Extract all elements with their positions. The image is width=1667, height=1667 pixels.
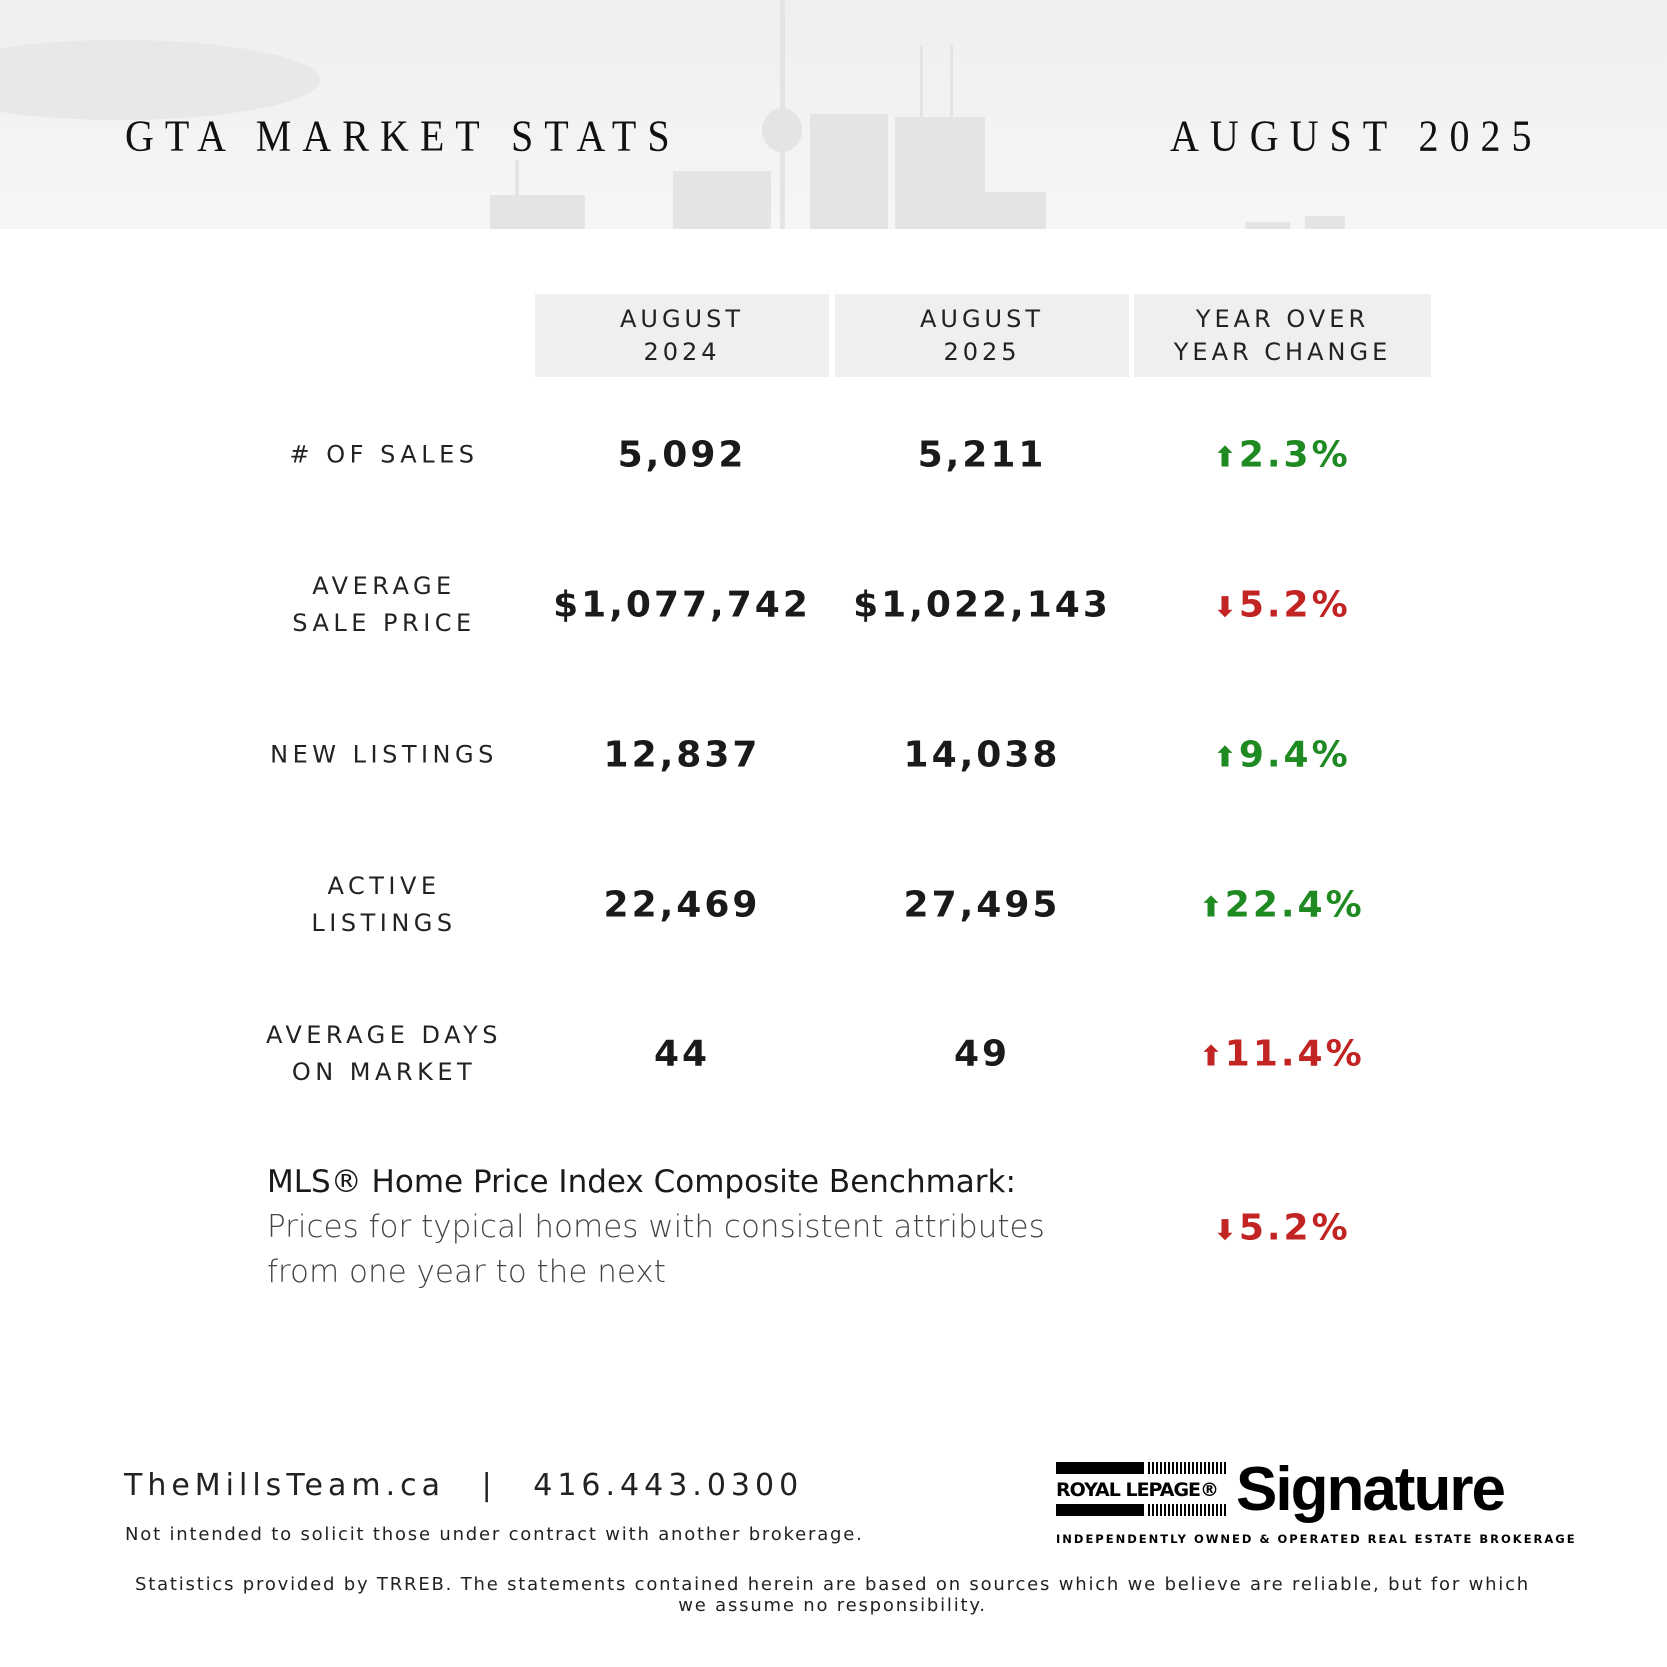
- row-label-line: LISTINGS: [311, 909, 457, 937]
- solicitation-note: Not intended to solicit those under cont…: [125, 1524, 864, 1545]
- column-header-line: AUGUST: [919, 304, 1045, 333]
- value-august-2024: $1,077,742: [553, 584, 811, 626]
- logo-signature-text: Signature: [1236, 1455, 1506, 1524]
- row-label: AVERAGE DAYS ON MARKET: [234, 1017, 534, 1091]
- header-banner: GTA MARKET STATS AUGUST 2025: [0, 0, 1667, 229]
- royal-lepage-signature-logo: ROYAL LEPAGE® Signature INDEPENDENTLY OW…: [1056, 1455, 1575, 1546]
- arrow-up-icon: ⬆: [1213, 440, 1237, 474]
- royal-lepage-mark: ROYAL LEPAGE®: [1056, 1462, 1226, 1516]
- phone-number[interactable]: 416.443.0300: [533, 1468, 804, 1503]
- yoy-change-value: 5.2%: [1238, 584, 1351, 626]
- benchmark-title: MLS® Home Price Index Composite Benchmar…: [267, 1164, 1016, 1200]
- logo-bar: [1056, 1462, 1144, 1474]
- arrow-down-icon: ⬇: [1213, 590, 1237, 624]
- benchmark-line: from one year to the next: [267, 1254, 666, 1290]
- benchmark-description: MLS® Home Price Index Composite Benchmar…: [267, 1160, 1117, 1295]
- value-august-2025: $1,022,143: [853, 584, 1111, 626]
- yoy-change: ⬆11.4%: [1132, 1034, 1432, 1075]
- page-title: GTA MARKET STATS: [125, 110, 681, 161]
- row-label-line: AVERAGE: [312, 572, 456, 600]
- logo-stripes: [1148, 1462, 1226, 1474]
- yoy-change-value: 2.3%: [1238, 434, 1351, 476]
- arrow-up-icon: ⬆: [1213, 740, 1237, 774]
- separator: |: [481, 1468, 497, 1503]
- row-label-line: AVERAGE DAYS: [265, 1021, 503, 1049]
- yoy-change: ⬇5.2%: [1132, 585, 1432, 626]
- column-header-line: 2025: [943, 337, 1021, 366]
- arrow-up-icon: ⬆: [1199, 890, 1223, 924]
- value-august-2024: 44: [653, 1033, 711, 1075]
- benchmark-line: Prices for typical homes with consistent…: [267, 1209, 1045, 1245]
- contact-line: TheMillsTeam.ca | 416.443.0300: [124, 1468, 803, 1503]
- column-header-august-2025: AUGUST 2025: [835, 294, 1129, 377]
- value-august-2025: 27,495: [903, 884, 1061, 926]
- row-label-line: ACTIVE: [327, 872, 441, 900]
- logo-brand-text: ROYAL LEPAGE®: [1056, 1479, 1219, 1501]
- benchmark-change-value: 5.2%: [1238, 1207, 1351, 1249]
- report-period: AUGUST 2025: [1170, 110, 1543, 161]
- yoy-change-value: 22.4%: [1224, 884, 1365, 926]
- row-label: # OF SALES: [234, 437, 534, 474]
- row-label: AVERAGE SALE PRICE: [234, 568, 534, 642]
- benchmark-change: ⬇5.2%: [1132, 1208, 1432, 1249]
- column-header-line: YEAR OVER: [1195, 304, 1370, 333]
- yoy-change-value: 9.4%: [1238, 734, 1351, 776]
- value-august-2024: 12,837: [603, 734, 761, 776]
- value-august-2024: 22,469: [603, 884, 761, 926]
- row-label: ACTIVE LISTINGS: [234, 868, 534, 942]
- yoy-change-value: 11.4%: [1224, 1033, 1365, 1075]
- row-label-line: ON MARKET: [291, 1058, 477, 1086]
- value-august-2025: 49: [953, 1033, 1011, 1075]
- row-label-line: NEW LISTINGS: [270, 740, 498, 769]
- arrow-up-icon: ⬆: [1199, 1039, 1223, 1073]
- row-label: NEW LISTINGS: [234, 737, 534, 774]
- arrow-down-icon: ⬇: [1213, 1213, 1237, 1247]
- yoy-change: ⬆22.4%: [1132, 885, 1432, 926]
- row-label-line: # OF SALES: [289, 440, 479, 469]
- column-header-august-2024: AUGUST 2024: [535, 294, 829, 377]
- skyline-image: [0, 0, 1345, 229]
- website-link[interactable]: TheMillsTeam.ca: [124, 1468, 446, 1503]
- disclaimer: Statistics provided by TRREB. The statem…: [134, 1574, 1531, 1616]
- yoy-change: ⬆2.3%: [1132, 435, 1432, 476]
- column-header-line: YEAR CHANGE: [1173, 337, 1392, 366]
- logo-stripes: [1148, 1504, 1226, 1516]
- value-august-2024: 5,092: [617, 434, 747, 476]
- column-header-line: AUGUST: [619, 304, 745, 333]
- value-august-2025: 5,211: [917, 434, 1047, 476]
- logo-bar: [1056, 1504, 1144, 1516]
- row-label-line: SALE PRICE: [292, 609, 476, 637]
- column-header-yoy-change: YEAR OVER YEAR CHANGE: [1134, 294, 1431, 377]
- logo-tagline: INDEPENDENTLY OWNED & OPERATED REAL ESTA…: [1056, 1532, 1577, 1546]
- column-header-line: 2024: [643, 337, 721, 366]
- value-august-2025: 14,038: [903, 734, 1061, 776]
- yoy-change: ⬆9.4%: [1132, 735, 1432, 776]
